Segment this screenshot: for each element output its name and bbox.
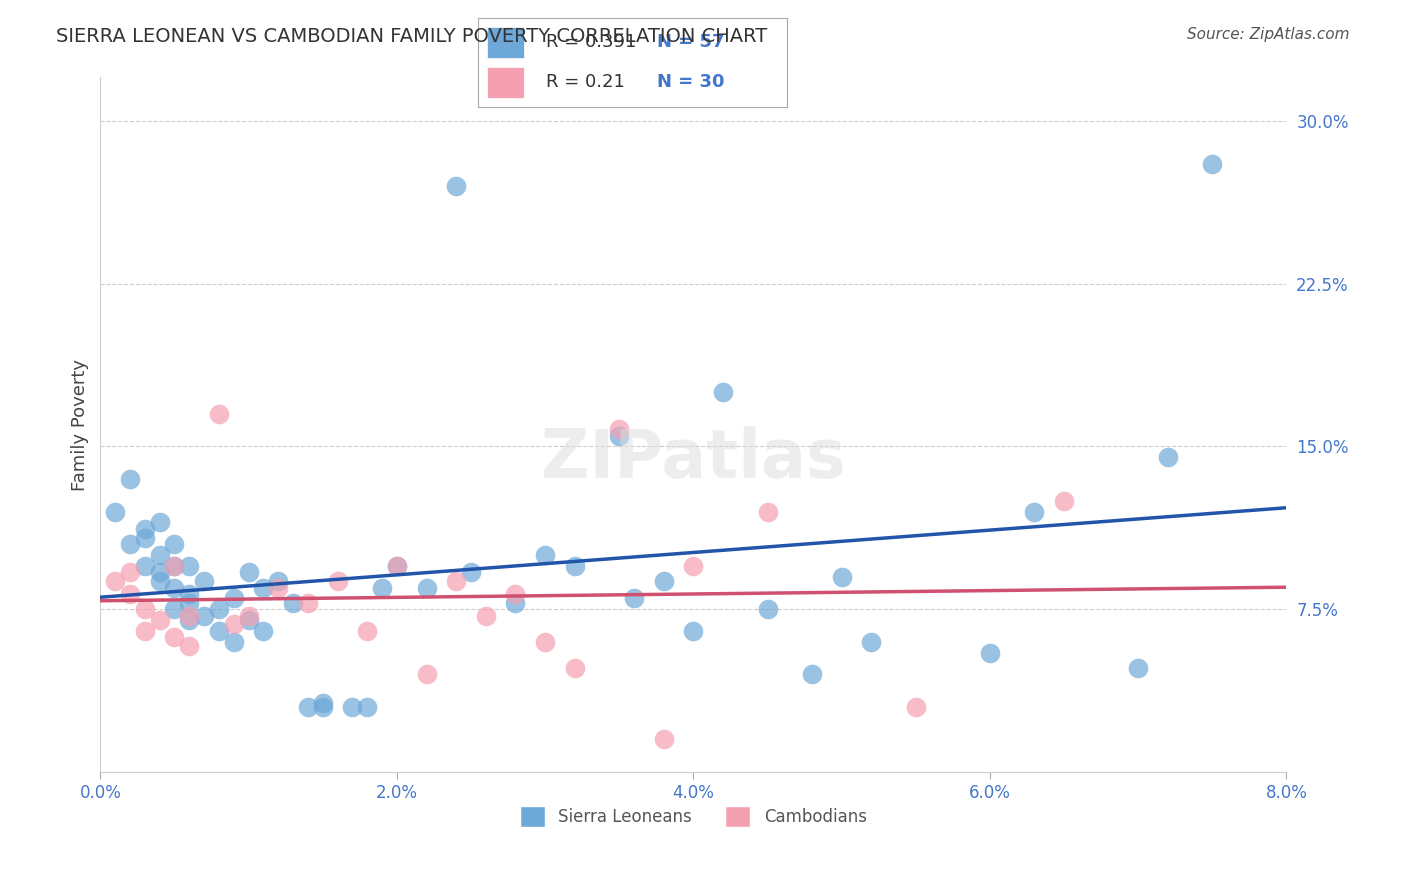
Legend: Sierra Leoneans, Cambodians: Sierra Leoneans, Cambodians: [513, 799, 873, 833]
Point: [149, 566, 172, 580]
Text: Source: ZipAtlas.com: Source: ZipAtlas.com: [1187, 27, 1350, 42]
Point: [179, 596, 201, 610]
Point: [193, 574, 215, 588]
Point: [415, 667, 437, 681]
Bar: [488, 27, 524, 58]
Point: [460, 566, 482, 580]
Point: [371, 581, 394, 595]
Point: [801, 667, 824, 681]
Point: [682, 624, 704, 638]
Point: [356, 624, 378, 638]
Point: [831, 570, 853, 584]
Point: [475, 608, 498, 623]
Point: [163, 581, 186, 595]
Point: [682, 558, 704, 573]
Point: [652, 574, 675, 588]
Point: [1201, 157, 1223, 171]
Point: [534, 548, 557, 562]
Text: N = 30: N = 30: [658, 73, 725, 91]
Text: N = 57: N = 57: [658, 33, 725, 51]
Point: [1024, 505, 1046, 519]
Point: [356, 700, 378, 714]
Point: [860, 635, 883, 649]
Point: [312, 696, 335, 710]
Point: [756, 602, 779, 616]
Point: [179, 587, 201, 601]
Point: [179, 613, 201, 627]
Point: [444, 178, 467, 193]
Point: [134, 624, 156, 638]
Y-axis label: Family Poverty: Family Poverty: [72, 359, 89, 491]
Point: [267, 581, 290, 595]
Point: [193, 608, 215, 623]
Point: [134, 522, 156, 536]
Point: [238, 613, 260, 627]
Point: [281, 596, 304, 610]
Point: [163, 558, 186, 573]
Point: [564, 661, 586, 675]
Point: [208, 602, 231, 616]
Point: [179, 558, 201, 573]
Point: [415, 581, 437, 595]
Point: [104, 574, 127, 588]
Point: [118, 587, 141, 601]
Point: [208, 407, 231, 421]
Point: [534, 635, 557, 649]
Point: [564, 558, 586, 573]
Point: [904, 700, 927, 714]
Point: [163, 631, 186, 645]
Text: SIERRA LEONEAN VS CAMBODIAN FAMILY POVERTY CORRELATION CHART: SIERRA LEONEAN VS CAMBODIAN FAMILY POVER…: [56, 27, 768, 45]
Point: [149, 613, 172, 627]
Point: [1053, 493, 1076, 508]
Text: R = 0.21: R = 0.21: [546, 73, 624, 91]
Point: [711, 385, 734, 400]
Point: [267, 574, 290, 588]
Point: [607, 422, 630, 436]
Point: [444, 574, 467, 588]
Point: [163, 558, 186, 573]
Point: [163, 537, 186, 551]
Point: [104, 505, 127, 519]
Point: [222, 635, 245, 649]
Point: [118, 566, 141, 580]
Point: [238, 566, 260, 580]
Point: [385, 558, 408, 573]
Point: [163, 602, 186, 616]
Point: [342, 700, 364, 714]
Point: [134, 531, 156, 545]
Text: R = 0.391: R = 0.391: [546, 33, 637, 51]
Point: [149, 548, 172, 562]
Point: [118, 537, 141, 551]
Point: [134, 602, 156, 616]
Point: [607, 428, 630, 442]
Point: [297, 596, 319, 610]
Point: [118, 472, 141, 486]
Point: [208, 624, 231, 638]
Point: [179, 608, 201, 623]
Point: [623, 591, 645, 606]
Point: [134, 558, 156, 573]
Bar: [488, 67, 524, 98]
Point: [312, 700, 335, 714]
Point: [149, 516, 172, 530]
Point: [149, 574, 172, 588]
Point: [326, 574, 349, 588]
Point: [238, 608, 260, 623]
Point: [385, 558, 408, 573]
Point: [979, 646, 1001, 660]
Point: [505, 587, 527, 601]
Point: [222, 617, 245, 632]
Point: [179, 639, 201, 653]
Point: [297, 700, 319, 714]
Point: [252, 624, 274, 638]
Text: ZIPatlas: ZIPatlas: [541, 426, 846, 492]
Point: [756, 505, 779, 519]
Point: [222, 591, 245, 606]
Point: [252, 581, 274, 595]
Point: [652, 732, 675, 747]
Point: [1157, 450, 1180, 465]
Point: [1128, 661, 1150, 675]
Point: [505, 596, 527, 610]
